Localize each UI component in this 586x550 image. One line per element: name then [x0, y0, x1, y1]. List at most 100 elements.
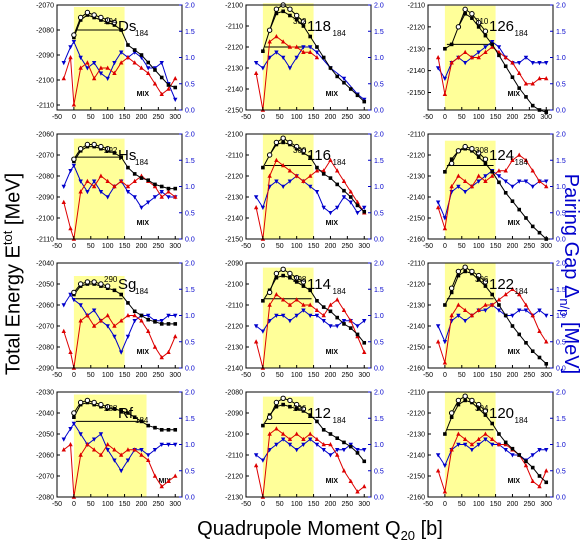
- gap-tick-label: 0.0: [556, 108, 566, 115]
- gap-tick-label: 2.0: [556, 132, 566, 139]
- mix-label: MIX: [326, 478, 339, 485]
- y-tick-label: -2150: [225, 108, 243, 115]
- proton-gap-point: [335, 452, 340, 457]
- neutron-gap-point: [321, 447, 326, 453]
- energy-mix-line: [262, 275, 365, 344]
- energy-mix-point: [126, 43, 130, 47]
- y-tick-label: -2080: [225, 390, 243, 397]
- proton-gap-point: [253, 205, 259, 210]
- energy-mix-point: [166, 322, 171, 326]
- proton-gap-point: [85, 442, 90, 447]
- proton-gap-point: [301, 436, 306, 442]
- energy-mix-line: [444, 399, 547, 483]
- y-tick-label: -2130: [225, 345, 243, 352]
- nucleus-symbol: 116: [307, 147, 331, 164]
- neutron-gap-point: [530, 184, 535, 189]
- neutron-gap-point: [159, 189, 164, 195]
- y-tick-label: -2060: [36, 303, 54, 310]
- energy-mix-line: [262, 10, 365, 102]
- energy-mix-point: [308, 288, 312, 293]
- proton-gap-point: [287, 436, 293, 442]
- neutron-gap-point: [91, 179, 97, 184]
- neutron-gap-point: [442, 463, 448, 468]
- proton-gap-point: [483, 49, 488, 55]
- energy-mix-point: [301, 284, 306, 288]
- proton-gap-point: [98, 173, 104, 178]
- neutron-gap-point: [307, 45, 313, 50]
- proton-gap-point: [294, 297, 299, 302]
- neutron-gap-point: [530, 453, 535, 458]
- energy-open-point: [104, 17, 111, 23]
- nucleus-mass-number: 300: [293, 146, 307, 155]
- proton-gap-point: [496, 442, 502, 447]
- x-tick-label: 200: [136, 243, 148, 250]
- neutron-gap-point: [166, 313, 171, 318]
- proton-gap-point: [483, 178, 488, 184]
- proton-gap-point: [537, 76, 542, 81]
- neutron-gap-point: [146, 313, 151, 318]
- energy-open-point: [287, 139, 293, 146]
- x-tick-label: 150: [308, 243, 320, 250]
- x-tick-label: 50: [458, 372, 466, 379]
- proton-gap-point: [496, 168, 502, 173]
- proton-gap-point: [85, 60, 90, 65]
- neutron-gap-point: [341, 447, 347, 453]
- gap-tick-label: 0.5: [185, 339, 195, 346]
- energy-mix-point: [355, 451, 360, 455]
- neutron-gap-point: [348, 200, 353, 205]
- proton-gap-point: [348, 189, 353, 194]
- y-tick-label: -2100: [225, 132, 243, 139]
- x-tick-label: 150: [490, 372, 502, 379]
- energy-open-point: [71, 410, 77, 416]
- mix-label: MIX: [508, 220, 521, 227]
- x-tick-label: -50: [423, 114, 433, 121]
- neutron-gap-point: [105, 76, 110, 81]
- energy-mix-point: [294, 407, 299, 411]
- neutron-gap-point: [476, 179, 481, 184]
- energy-mix-point: [449, 290, 454, 295]
- energy-open-point: [300, 19, 307, 25]
- gap-tick-label: 1.0: [185, 184, 195, 191]
- y-tick-label: -2110: [408, 390, 425, 397]
- proton-gap-point: [267, 302, 272, 307]
- energy-mix-point: [132, 48, 137, 52]
- energy-mix-point: [126, 411, 130, 415]
- gap-tick-label: 1.0: [374, 55, 384, 62]
- nucleus-mass-number: 308: [475, 146, 489, 155]
- gap-tick-label: 1.0: [185, 442, 195, 449]
- energy-mix-point: [456, 402, 461, 407]
- proton-gap-point: [91, 184, 97, 189]
- neutron-gap-point: [71, 297, 77, 303]
- proton-gap-point: [469, 184, 475, 189]
- energy-open-point: [482, 408, 489, 414]
- proton-gap-point: [61, 328, 66, 334]
- neutron-gap-point: [260, 329, 266, 334]
- energy-open-point: [84, 141, 91, 148]
- gap-tick-label: 0.0: [185, 495, 195, 502]
- y-tick-label: -2070: [36, 3, 54, 10]
- neutron-gap-point: [68, 426, 73, 432]
- x-tick-label: 150: [119, 501, 131, 508]
- x-tick-label: 50: [276, 372, 284, 379]
- proton-gap-point: [321, 442, 326, 447]
- neutron-gap-point: [294, 447, 299, 453]
- proton-gap-point: [462, 178, 468, 184]
- energy-mix-point: [139, 419, 144, 424]
- neutron-gap-point: [274, 50, 279, 55]
- neutron-gap-point: [280, 184, 286, 189]
- neutron-gap-point: [105, 447, 110, 453]
- proton-gap-point: [112, 70, 117, 76]
- neutron-gap-point: [267, 447, 272, 453]
- neutron-gap-point: [280, 55, 286, 60]
- proton-gap-point: [449, 60, 454, 65]
- energy-mix-point: [544, 362, 549, 366]
- gap-tick-label: 2.0: [556, 261, 566, 268]
- neutron-gap-point: [510, 453, 515, 458]
- y-tick-label: -2120: [407, 282, 425, 289]
- proton-gap-point: [146, 70, 151, 76]
- energy-mix-point: [362, 99, 367, 104]
- proton-gap-point: [489, 436, 495, 442]
- energy-mix-point: [308, 155, 312, 159]
- proton-gap-point: [280, 431, 286, 436]
- neutron-gap-point: [132, 195, 137, 200]
